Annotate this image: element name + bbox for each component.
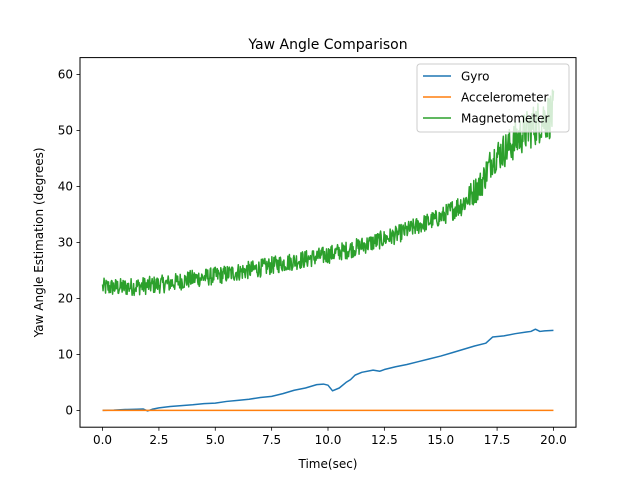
legend-label-gyro: Gyro xyxy=(461,70,489,84)
x-tick-label: 17.5 xyxy=(484,433,511,447)
series-line-gyro xyxy=(102,328,554,412)
legend-box xyxy=(416,63,570,133)
x-tick-label: 20.0 xyxy=(540,433,567,447)
series-line-magnetometer xyxy=(101,89,555,297)
x-tick-label: 5.0 xyxy=(206,433,225,447)
x-tick-label: 10.0 xyxy=(315,433,342,447)
x-tick-label: 0.0 xyxy=(93,433,112,447)
x-tick-label: 7.5 xyxy=(262,433,281,447)
x-tick-label: 15.0 xyxy=(427,433,454,447)
y-tick-label: 20 xyxy=(58,292,73,306)
legend-label-accelerometer: Accelerometer xyxy=(461,91,548,105)
y-tick-label: 10 xyxy=(58,348,73,362)
chart-title: Yaw Angle Comparison xyxy=(247,37,407,53)
legend-label-magnetometer: Magnetometer xyxy=(461,112,550,126)
y-tick-label: 40 xyxy=(58,180,73,194)
y-axis-ticks: 0 10 20 30 40 50 60 xyxy=(58,68,80,418)
y-tick-label: 30 xyxy=(58,236,73,250)
x-tick-label: 12.5 xyxy=(371,433,398,447)
series-layer xyxy=(101,89,555,412)
x-axis-ticks: 0.0 2.5 5.0 7.5 10.0 12.5 15.0 17.5 20.0 xyxy=(93,427,567,447)
x-axis-label: Time(sec) xyxy=(298,457,358,471)
y-tick-label: 0 xyxy=(65,404,73,418)
x-tick-label: 2.5 xyxy=(149,433,168,447)
y-tick-label: 60 xyxy=(58,68,73,82)
legend: Gyro Accelerometer Magnetometer xyxy=(416,63,570,133)
y-axis-label: Yaw Angle Estimation (degrees) xyxy=(32,147,46,338)
y-tick-label: 50 xyxy=(58,124,73,138)
